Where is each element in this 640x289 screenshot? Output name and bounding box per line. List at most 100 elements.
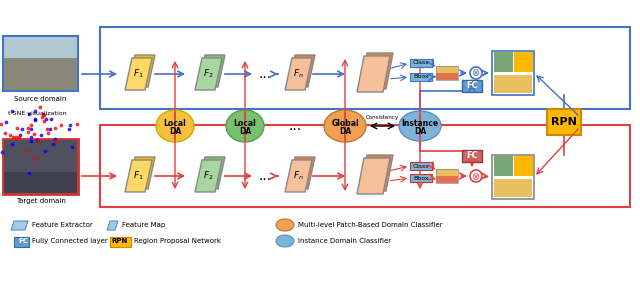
Text: DA: DA	[414, 127, 426, 136]
Ellipse shape	[226, 110, 264, 142]
Text: RPN: RPN	[112, 238, 128, 244]
Point	[38, 112, 49, 117]
Point	[30, 109, 40, 113]
Text: $\otimes$: $\otimes$	[472, 171, 481, 181]
Point	[29, 131, 39, 136]
Point	[10, 134, 20, 139]
Polygon shape	[128, 157, 155, 189]
FancyBboxPatch shape	[462, 150, 482, 162]
Text: Local: Local	[234, 118, 257, 127]
Polygon shape	[125, 160, 152, 192]
Point	[26, 134, 36, 139]
Bar	[4, 37, 77, 90]
Point	[23, 125, 33, 130]
Text: Source domain: Source domain	[14, 96, 67, 102]
Bar	[494, 156, 513, 176]
Point	[40, 148, 50, 153]
FancyBboxPatch shape	[410, 59, 432, 67]
Text: $F_2$: $F_2$	[203, 68, 213, 80]
Text: Bbox: Bbox	[413, 75, 429, 79]
FancyBboxPatch shape	[410, 73, 432, 81]
Text: FC: FC	[466, 81, 478, 90]
Point	[26, 127, 36, 131]
Point	[24, 111, 34, 116]
Text: FC: FC	[466, 151, 478, 160]
FancyBboxPatch shape	[3, 139, 78, 194]
Polygon shape	[285, 160, 312, 192]
Text: ...: ...	[259, 67, 271, 81]
Point	[32, 138, 42, 142]
Polygon shape	[128, 55, 155, 87]
Point	[26, 122, 36, 127]
Text: $F_2$: $F_2$	[203, 170, 213, 182]
Ellipse shape	[156, 110, 194, 142]
Polygon shape	[357, 56, 390, 92]
Text: Class: Class	[413, 60, 429, 66]
FancyBboxPatch shape	[410, 174, 432, 182]
Text: DA: DA	[169, 127, 181, 136]
Polygon shape	[357, 158, 390, 194]
Bar	[492, 155, 534, 199]
FancyBboxPatch shape	[3, 36, 78, 91]
Point	[67, 144, 77, 149]
Point	[37, 114, 47, 119]
Point	[29, 157, 39, 161]
Polygon shape	[288, 157, 315, 189]
Polygon shape	[195, 160, 222, 192]
Point	[12, 125, 22, 130]
Text: Bbox: Bbox	[413, 175, 429, 181]
Text: Consistency: Consistency	[365, 115, 399, 120]
Polygon shape	[198, 157, 225, 189]
Text: Local: Local	[164, 118, 186, 127]
Text: Class: Class	[413, 164, 429, 168]
Polygon shape	[107, 221, 118, 230]
Point	[30, 118, 40, 122]
Bar	[436, 176, 458, 183]
Bar	[514, 156, 533, 176]
Text: Feature Map: Feature Map	[122, 222, 165, 228]
Bar	[436, 73, 458, 80]
Point	[13, 134, 24, 139]
Point	[30, 116, 40, 121]
Text: DA: DA	[239, 127, 251, 136]
Point	[45, 127, 55, 131]
Bar	[4, 172, 77, 193]
Text: DA: DA	[339, 127, 351, 136]
Ellipse shape	[276, 235, 294, 247]
Point	[24, 171, 34, 176]
Point	[42, 131, 52, 136]
Bar	[494, 52, 513, 72]
Bar	[514, 52, 533, 72]
Point	[45, 117, 56, 122]
Ellipse shape	[276, 219, 294, 231]
Polygon shape	[360, 155, 393, 191]
FancyBboxPatch shape	[13, 236, 29, 247]
Point	[36, 132, 47, 137]
Point	[50, 125, 60, 130]
Circle shape	[470, 170, 482, 182]
Bar	[4, 140, 77, 193]
Text: $F_n$: $F_n$	[292, 170, 303, 182]
Point	[39, 113, 49, 118]
Point	[33, 137, 43, 142]
Text: FC: FC	[18, 238, 28, 244]
Bar	[436, 66, 458, 80]
Text: Instance: Instance	[401, 118, 438, 127]
Text: Global: Global	[331, 118, 359, 127]
Point	[20, 149, 31, 153]
Polygon shape	[125, 58, 152, 90]
Text: $\otimes$: $\otimes$	[472, 68, 481, 79]
Text: $F_n$: $F_n$	[292, 68, 303, 80]
Bar	[4, 58, 77, 90]
Bar	[4, 37, 77, 58]
Bar	[436, 169, 458, 176]
Polygon shape	[360, 53, 393, 89]
Text: Region Proposal Network: Region Proposal Network	[134, 238, 221, 244]
Point	[15, 133, 25, 137]
Point	[0, 122, 6, 126]
Point	[41, 117, 51, 121]
FancyBboxPatch shape	[410, 162, 432, 170]
Bar	[436, 169, 458, 183]
Ellipse shape	[324, 110, 366, 142]
Text: Target domain: Target domain	[15, 198, 65, 204]
